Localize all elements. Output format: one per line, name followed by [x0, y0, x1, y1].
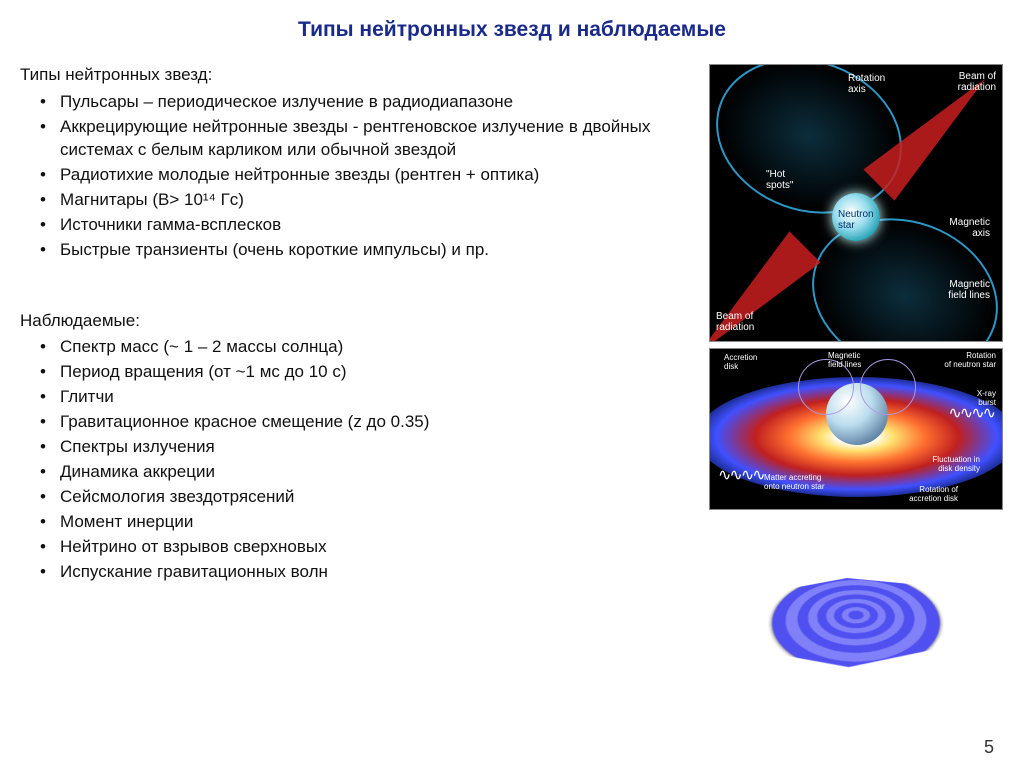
list-item: Испускание гравитационных волн [20, 561, 696, 584]
content-row: Типы нейтронных звезд: Пульсары – период… [20, 64, 1004, 710]
list-item: Динамика аккреции [20, 461, 696, 484]
list-item: Источники гамма-всплесков [20, 214, 696, 237]
list-item: Глитчи [20, 386, 696, 409]
list-item: Спектры излучения [20, 436, 696, 459]
list-item: Радиотихие молодые нейтронные звезды (ре… [20, 164, 696, 187]
list-item: Сейсмология звездотрясений [20, 486, 696, 509]
text-column: Типы нейтронных звезд: Пульсары – период… [20, 64, 696, 710]
accretion-diagram: ∿∿∿∿ ∿∿∿∿ Accretiondisk Magneticfield li… [709, 348, 1003, 510]
ripple-surface-shape [742, 572, 981, 677]
observables-header: Наблюдаемые: [20, 310, 696, 333]
pulsar-diagram: Rotationaxis Beam ofradiation "Hotspots"… [709, 64, 1003, 342]
diagram-label: Rotation ofaccretion disk [909, 485, 958, 503]
slide: Типы нейтронных звезд и наблюдаемые Типы… [0, 0, 1024, 768]
diagram-label: Accretiondisk [724, 353, 757, 371]
diagram-label: Fluctuation indisk density [932, 455, 980, 473]
types-header: Типы нейтронных звезд: [20, 64, 696, 87]
diagram-label: Neutronstar [838, 209, 874, 231]
diagram-label: Magneticfield lines [948, 279, 990, 301]
list-item: Аккрецирующие нейтронные звезды - рентге… [20, 116, 696, 162]
field-loop-shape [860, 359, 916, 415]
list-item: Момент инерции [20, 511, 696, 534]
diagram-label: Magneticfield lines [828, 351, 861, 369]
diagram-label: Rotationof neutron star [944, 351, 996, 369]
list-item: Гравитационное красное смещение (z до 0.… [20, 411, 696, 434]
diagram-label: "Hotspots" [766, 169, 793, 191]
diagram-label: Magneticaxis [949, 217, 990, 239]
page-title: Типы нейтронных звезд и наблюдаемые [20, 18, 1004, 42]
diagram-label: Beam ofradiation [716, 311, 754, 333]
list-item: Магнитары (B> 10¹⁴ Гс) [20, 189, 696, 212]
types-list: Пульсары – периодическое излучение в рад… [20, 91, 696, 262]
list-item: Пульсары – периодическое излучение в рад… [20, 91, 696, 114]
diagram-label: Beam ofradiation [958, 71, 996, 93]
list-item: Спектр масс (~ 1 – 2 массы солнца) [20, 336, 696, 359]
diagram-label: X-rayburst [977, 389, 996, 407]
list-item: Нейтрино от взрывов сверхновых [20, 536, 696, 559]
diagram-label: Matter accretingonto neutron star [764, 473, 824, 491]
image-column: Rotationaxis Beam ofradiation "Hotspots"… [708, 64, 1004, 710]
page-number: 5 [984, 737, 994, 758]
diagram-label: Rotationaxis [848, 73, 885, 95]
field-line-shape [790, 193, 1003, 342]
xray-wave-icon: ∿∿∿∿ [718, 465, 764, 485]
observables-list: Спектр масс (~ 1 – 2 массы солнца) Перио… [20, 336, 696, 583]
list-item: Период вращения (от ~1 мс до 10 с) [20, 361, 696, 384]
gravitational-wave-diagram [731, 520, 981, 710]
list-item: Быстрые транзиенты (очень короткие импул… [20, 239, 696, 262]
